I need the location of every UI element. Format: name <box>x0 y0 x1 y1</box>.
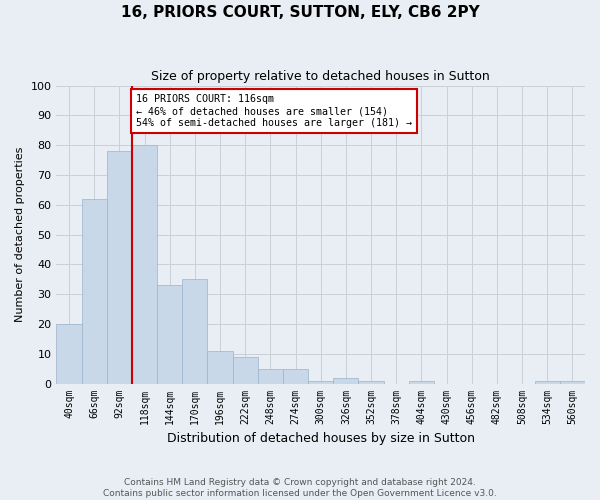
Bar <box>560 380 585 384</box>
Text: 16 PRIORS COURT: 116sqm
← 46% of detached houses are smaller (154)
54% of semi-d: 16 PRIORS COURT: 116sqm ← 46% of detache… <box>136 94 412 128</box>
Bar <box>82 199 107 384</box>
Bar <box>409 380 434 384</box>
Bar <box>358 380 383 384</box>
Bar <box>157 285 182 384</box>
Bar <box>132 145 157 384</box>
Bar <box>233 356 258 384</box>
Bar <box>107 151 132 384</box>
Bar <box>333 378 358 384</box>
Text: 16, PRIORS COURT, SUTTON, ELY, CB6 2PY: 16, PRIORS COURT, SUTTON, ELY, CB6 2PY <box>121 5 479 20</box>
Title: Size of property relative to detached houses in Sutton: Size of property relative to detached ho… <box>151 70 490 83</box>
Bar <box>208 351 233 384</box>
Bar <box>182 280 208 384</box>
Bar <box>283 368 308 384</box>
Bar <box>258 368 283 384</box>
Bar <box>308 380 333 384</box>
Y-axis label: Number of detached properties: Number of detached properties <box>15 147 25 322</box>
Bar <box>535 380 560 384</box>
X-axis label: Distribution of detached houses by size in Sutton: Distribution of detached houses by size … <box>167 432 475 445</box>
Bar <box>56 324 82 384</box>
Text: Contains HM Land Registry data © Crown copyright and database right 2024.
Contai: Contains HM Land Registry data © Crown c… <box>103 478 497 498</box>
